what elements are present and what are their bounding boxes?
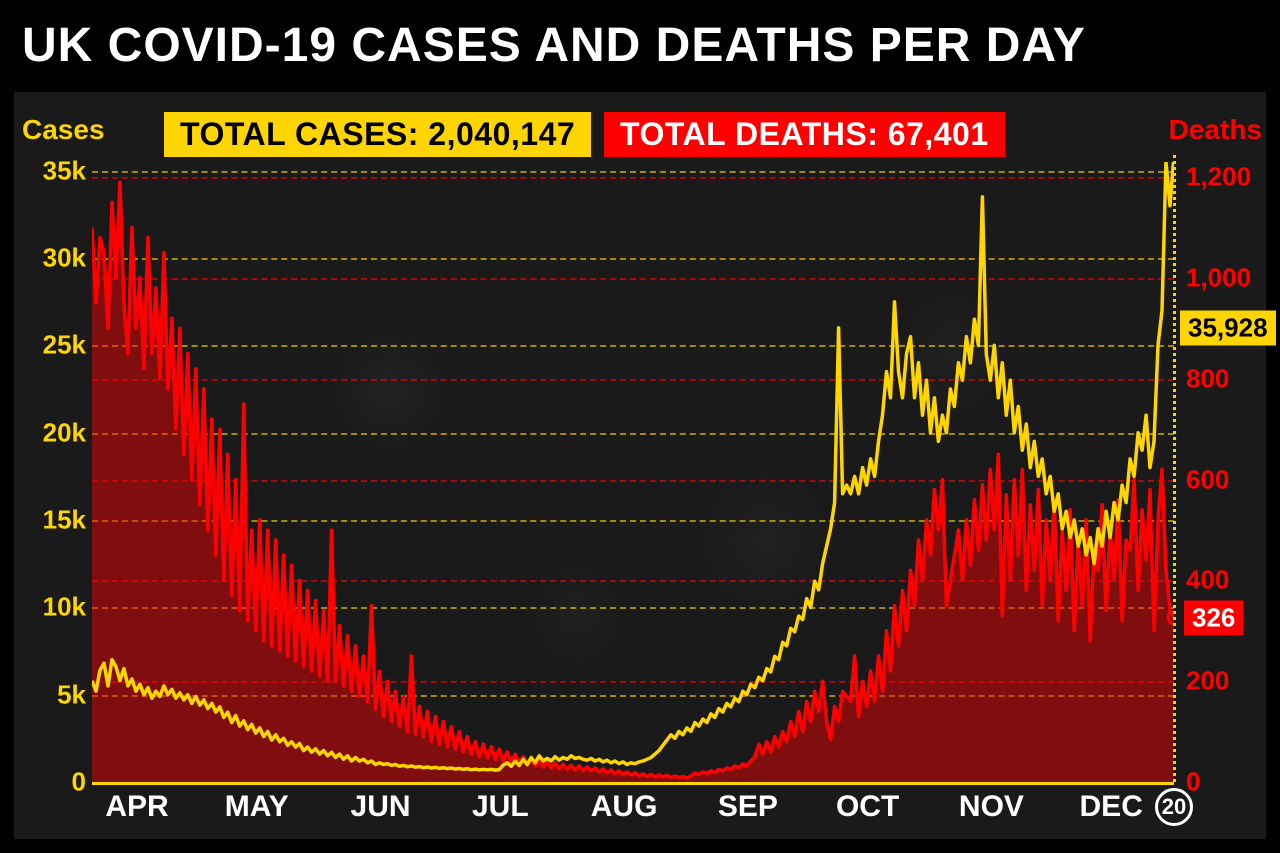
month-label: SEP bbox=[718, 790, 778, 824]
month-label: OCT bbox=[836, 790, 899, 824]
deaths-ytick: 1,200 bbox=[1186, 162, 1251, 193]
month-label: DEC bbox=[1080, 790, 1143, 824]
total-cases-badge: TOTAL CASES: 2,040,147 bbox=[164, 112, 591, 157]
deaths-ytick: 200 bbox=[1186, 666, 1229, 697]
deaths-callout: 326 bbox=[1184, 600, 1243, 635]
current-date-badge: 20 bbox=[1155, 788, 1193, 826]
month-label: JUL bbox=[472, 790, 529, 824]
cases-ytick: 30k bbox=[26, 243, 86, 274]
month-label: AUG bbox=[591, 790, 658, 824]
cases-ytick: 10k bbox=[26, 592, 86, 623]
month-label: MAY bbox=[225, 790, 289, 824]
cases-ytick: 25k bbox=[26, 330, 86, 361]
cases-drop-line bbox=[1173, 155, 1176, 782]
deaths-ytick: 0 bbox=[1186, 767, 1200, 798]
deaths-ytick: 400 bbox=[1186, 565, 1229, 596]
cases-callout: 35,928 bbox=[1180, 310, 1276, 345]
deaths-ytick: 800 bbox=[1186, 363, 1229, 394]
chart-container: UK COVID-19 CASES AND DEATHS PER DAY TOT… bbox=[0, 0, 1280, 853]
cases-ytick: 0 bbox=[26, 767, 86, 798]
cases-ytick: 35k bbox=[26, 155, 86, 186]
plot-svg bbox=[92, 162, 1174, 782]
month-label: NOV bbox=[959, 790, 1024, 824]
cases-axis-title: Cases bbox=[22, 114, 105, 146]
chart-area: TOTAL CASES: 2,040,147 TOTAL DEATHS: 67,4… bbox=[14, 92, 1266, 839]
month-label: APR bbox=[105, 790, 168, 824]
month-label: JUN bbox=[351, 790, 411, 824]
baseline bbox=[92, 782, 1174, 785]
deaths-ytick: 1,000 bbox=[1186, 262, 1251, 293]
cases-ytick: 5k bbox=[26, 679, 86, 710]
deaths-axis-title: Deaths bbox=[1169, 114, 1262, 146]
deaths-ytick: 600 bbox=[1186, 464, 1229, 495]
total-deaths-badge: TOTAL DEATHS: 67,401 bbox=[604, 112, 1005, 157]
cases-ytick: 15k bbox=[26, 505, 86, 536]
cases-ytick: 20k bbox=[26, 417, 86, 448]
chart-title: UK COVID-19 CASES AND DEATHS PER DAY bbox=[0, 0, 1280, 87]
